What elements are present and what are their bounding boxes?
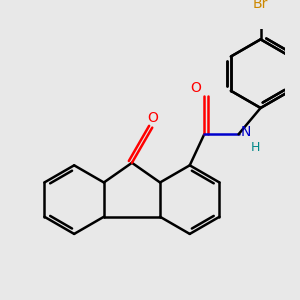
Text: H: H (250, 142, 260, 154)
Text: O: O (147, 111, 158, 125)
Text: O: O (191, 80, 202, 94)
Text: N: N (240, 125, 251, 140)
Text: Br: Br (253, 0, 268, 11)
